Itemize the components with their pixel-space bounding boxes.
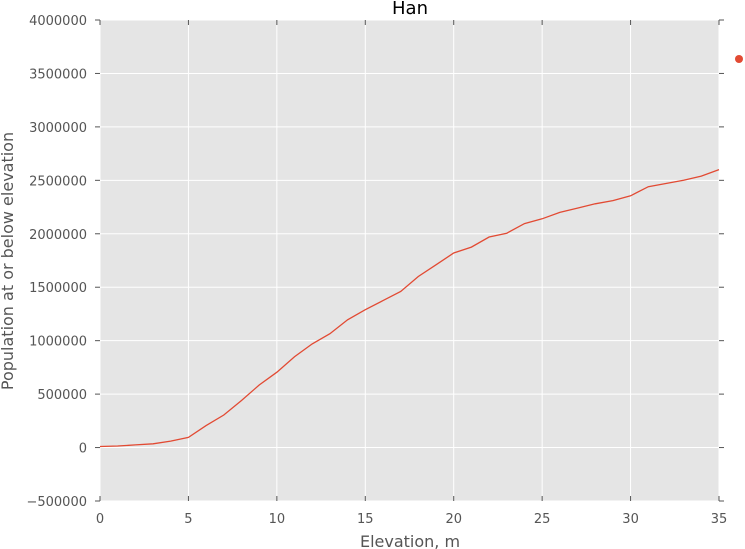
y-tick-label: 3500000 bbox=[29, 67, 87, 82]
x-tick-label: 35 bbox=[711, 512, 728, 527]
x-tick-label: 25 bbox=[534, 512, 551, 527]
series bbox=[99, 168, 720, 448]
y-axis-label: Population at or below elevation bbox=[0, 132, 17, 390]
x-tick-label: 30 bbox=[622, 512, 639, 527]
y-tick-label: 0 bbox=[79, 442, 87, 457]
x-tick-label: 0 bbox=[96, 512, 104, 527]
axis-ticks bbox=[95, 19, 724, 502]
y-tick-label: 2500000 bbox=[29, 174, 87, 189]
x-tick-label: 5 bbox=[184, 512, 192, 527]
x-axis-label: Elevation, m bbox=[360, 532, 460, 549]
y-tick-label: 1000000 bbox=[29, 335, 87, 350]
y-tick-label: 500000 bbox=[37, 388, 87, 403]
chart-title: Han bbox=[392, 0, 428, 19]
grid bbox=[99, 19, 720, 502]
x-tick-label: 20 bbox=[445, 512, 462, 527]
x-tick-label: 15 bbox=[357, 512, 374, 527]
y-tick-label: 4000000 bbox=[29, 14, 87, 29]
legend-marker bbox=[735, 55, 743, 63]
series-line bbox=[99, 168, 720, 448]
y-tick-label: 3000000 bbox=[29, 121, 87, 136]
plot-area bbox=[100, 20, 719, 501]
y-tick-label: −500000 bbox=[26, 495, 87, 510]
tick-labels: 0 5 10 15 20 25 30 35 −500000 0 500000 1000000 15000… bbox=[26, 14, 727, 527]
y-tick-label: 1500000 bbox=[29, 281, 87, 296]
x-tick-label: 10 bbox=[269, 512, 286, 527]
y-tick-label: 2000000 bbox=[29, 228, 87, 243]
